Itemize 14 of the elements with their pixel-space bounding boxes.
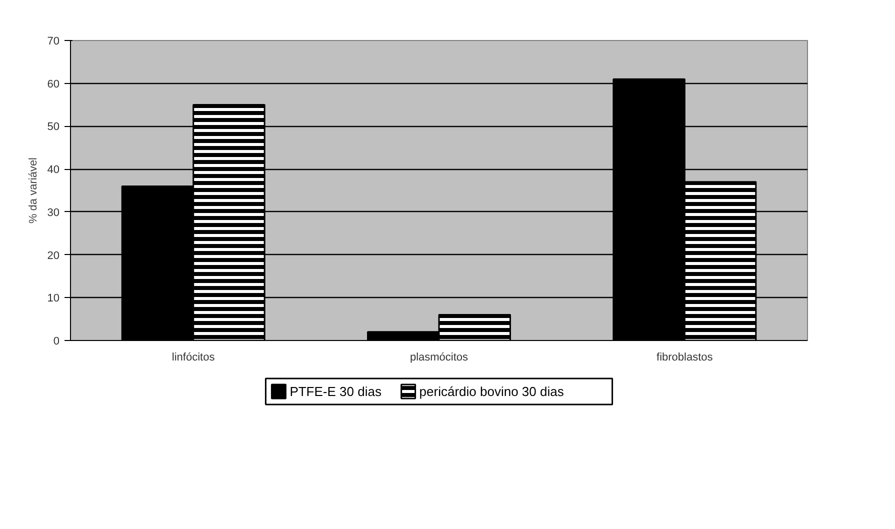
y-tick-label: 50 bbox=[47, 121, 60, 134]
y-tick-label: 40 bbox=[47, 164, 60, 176]
y-tick-label: 0 bbox=[53, 336, 60, 348]
y-tick-label: 10 bbox=[47, 292, 60, 305]
y-tick-label: 60 bbox=[47, 78, 60, 90]
x-tick-label: fibroblastos bbox=[656, 352, 714, 364]
y-tick-label: 20 bbox=[47, 250, 60, 262]
x-tick-label: linfócitos bbox=[172, 352, 216, 364]
x-tick-label: plasmócitos bbox=[410, 352, 469, 364]
y-axis-title: % da variável bbox=[27, 157, 40, 224]
y-tick-label: 30 bbox=[47, 206, 60, 219]
legend-label: pericárdio bovino 30 dias bbox=[419, 384, 564, 399]
legend-label: PTFE-E 30 dias bbox=[290, 384, 382, 399]
y-tick-label: 70 bbox=[47, 36, 60, 48]
